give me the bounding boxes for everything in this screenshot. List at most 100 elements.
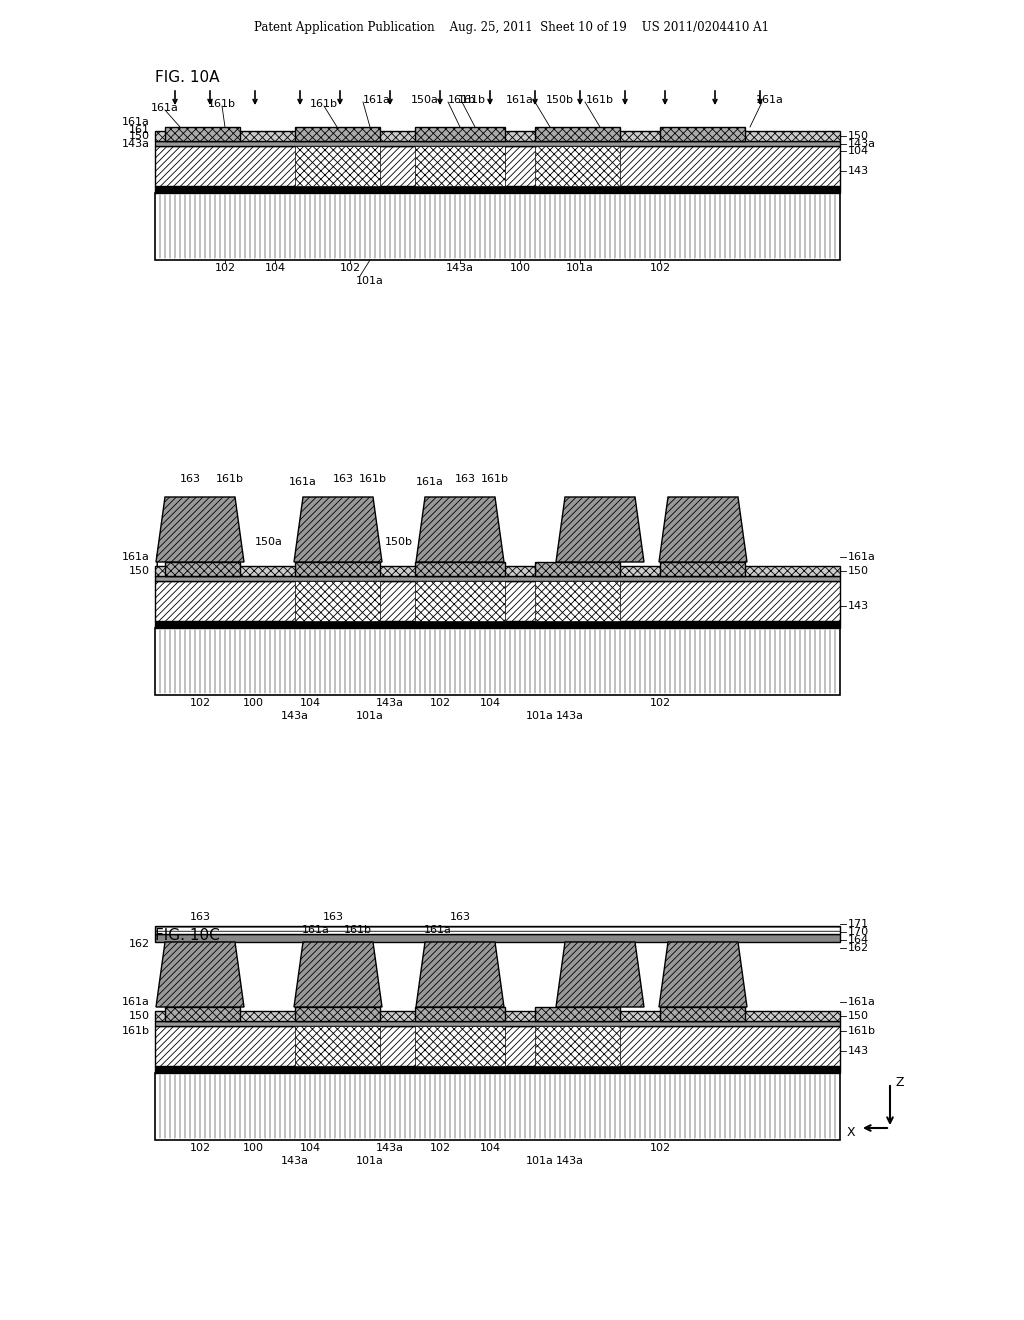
Bar	[535, 147, 620, 186]
Text: 150: 150	[848, 566, 869, 576]
Text: 102: 102	[339, 263, 360, 273]
Text: 161b: 161b	[848, 1026, 876, 1036]
Bar	[155, 1011, 840, 1020]
Text: 143: 143	[848, 601, 869, 611]
Text: 143a: 143a	[376, 698, 404, 708]
Text: 150a: 150a	[411, 95, 439, 106]
Bar	[155, 581, 840, 620]
Text: 161: 161	[129, 125, 150, 135]
Bar	[535, 127, 620, 141]
Text: 143a: 143a	[446, 263, 474, 273]
Text: 143a: 143a	[556, 1156, 584, 1166]
Bar	[155, 1067, 840, 1073]
Text: 101a: 101a	[356, 1156, 384, 1166]
Text: 161a: 161a	[416, 477, 444, 487]
Bar	[295, 147, 380, 186]
Bar	[165, 127, 240, 141]
Bar	[155, 935, 840, 942]
Text: 161a: 161a	[756, 95, 784, 106]
Polygon shape	[294, 498, 382, 562]
Text: 161b: 161b	[449, 95, 476, 106]
Bar	[295, 1026, 380, 1067]
Bar	[535, 1026, 620, 1067]
Bar	[295, 562, 380, 576]
Text: 143: 143	[848, 1045, 869, 1056]
Text: 150: 150	[129, 1011, 150, 1020]
Text: 161b: 161b	[216, 474, 244, 484]
Text: 161a: 161a	[122, 997, 150, 1007]
Text: 161a: 161a	[122, 552, 150, 562]
Bar	[535, 1007, 620, 1020]
Bar	[295, 1007, 380, 1020]
Text: 100: 100	[243, 1143, 263, 1152]
Text: 163: 163	[455, 474, 475, 484]
Text: 163: 163	[333, 474, 353, 484]
Text: 162a: 162a	[306, 972, 334, 982]
Bar	[155, 186, 840, 193]
Bar	[155, 927, 840, 935]
Text: 161b: 161b	[344, 925, 372, 935]
Bar	[155, 147, 840, 186]
Polygon shape	[156, 942, 244, 1007]
Bar	[155, 1020, 840, 1026]
Text: 143a: 143a	[281, 711, 309, 721]
Text: FIG. 10A: FIG. 10A	[155, 70, 219, 86]
Bar	[165, 562, 240, 576]
Bar	[415, 581, 505, 620]
Text: 102: 102	[189, 698, 211, 708]
Bar	[155, 566, 840, 576]
Text: 143a: 143a	[848, 139, 876, 149]
Text: 150a: 150a	[255, 537, 283, 546]
Text: 102: 102	[189, 1143, 211, 1152]
Text: 171: 171	[848, 919, 869, 929]
Text: 161b: 161b	[458, 95, 486, 106]
Bar	[660, 1007, 745, 1020]
Text: 143a: 143a	[376, 1143, 404, 1152]
Text: 161a: 161a	[848, 552, 876, 562]
Text: 104: 104	[299, 698, 321, 708]
Polygon shape	[294, 942, 382, 1007]
Text: 102: 102	[649, 1143, 671, 1152]
Text: 170: 170	[848, 927, 869, 937]
Text: 161b: 161b	[586, 95, 614, 106]
Text: 101a: 101a	[356, 711, 384, 721]
Text: 161b: 161b	[122, 1026, 150, 1036]
Bar	[155, 628, 840, 696]
Bar	[295, 581, 380, 620]
Text: 163: 163	[179, 474, 201, 484]
Text: 150: 150	[129, 566, 150, 576]
Text: 102: 102	[429, 1143, 451, 1152]
Text: 161b: 161b	[359, 474, 387, 484]
Bar	[535, 581, 620, 620]
Polygon shape	[416, 942, 504, 1007]
Text: 161a: 161a	[848, 997, 876, 1007]
Text: X: X	[847, 1126, 855, 1139]
Polygon shape	[156, 498, 244, 562]
Text: 161b: 161b	[310, 99, 338, 110]
Text: 150: 150	[129, 131, 150, 141]
Bar	[660, 127, 745, 141]
Bar	[155, 1026, 840, 1067]
Text: FIG. 10C: FIG. 10C	[155, 928, 220, 942]
Text: 161a: 161a	[289, 477, 317, 487]
Text: 143: 143	[848, 166, 869, 176]
Bar	[165, 1007, 240, 1020]
Text: 104: 104	[299, 1143, 321, 1152]
Polygon shape	[416, 498, 504, 562]
Text: FIG. 10B: FIG. 10B	[155, 554, 219, 569]
Bar	[660, 562, 745, 576]
Text: Patent Application Publication    Aug. 25, 2011  Sheet 10 of 19    US 2011/02044: Patent Application Publication Aug. 25, …	[255, 21, 769, 34]
Text: 102: 102	[214, 263, 236, 273]
Text: 101a: 101a	[526, 711, 554, 721]
Text: 150: 150	[848, 131, 869, 141]
Bar	[415, 562, 505, 576]
Polygon shape	[556, 498, 644, 562]
Text: 102: 102	[649, 698, 671, 708]
Text: 101a: 101a	[526, 1156, 554, 1166]
Text: 161a: 161a	[302, 925, 330, 935]
Text: 150b: 150b	[451, 972, 479, 982]
Text: 161a: 161a	[152, 103, 179, 114]
Text: 161a: 161a	[506, 95, 534, 106]
Text: 143a: 143a	[556, 711, 584, 721]
Bar	[155, 576, 840, 581]
